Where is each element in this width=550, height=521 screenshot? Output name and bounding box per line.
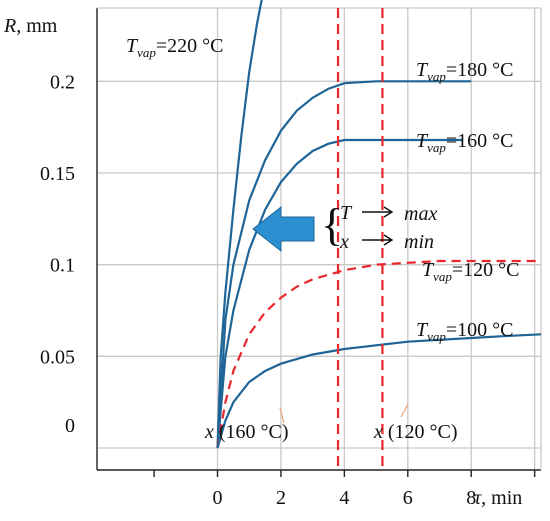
annotation-val-1: max	[404, 203, 437, 225]
y-tick-label: 0.1	[50, 255, 75, 277]
x-tick-label: 8	[466, 487, 476, 509]
arrow-right-icon	[362, 234, 394, 246]
series-label-220: Tvap=220 °C	[126, 35, 224, 60]
series-label-180: Tvap=180 °C	[416, 59, 514, 84]
left-arrow-icon	[252, 205, 315, 253]
series-line-160	[216, 138, 462, 449]
grid	[97, 8, 541, 470]
y-tick-label: 0.05	[40, 346, 75, 368]
y-axis-label: R, mm	[3, 15, 58, 37]
y-tick-label: 0	[65, 415, 75, 437]
x-tick-label: 4	[339, 487, 349, 509]
vline-pointer-0	[279, 407, 285, 424]
y-tick-label: 0.2	[50, 71, 75, 93]
series-line-220	[216, 0, 263, 449]
series-label-100: Tvap=100 °C	[416, 319, 514, 344]
series-label-160: Tvap=160 °C	[416, 130, 514, 155]
series-line-180	[216, 80, 472, 449]
labels-layer: 0 2 4 6 8 0 0.05 0.1 0.15 0.2 R, mm τ, min Tvap=220 …	[3, 15, 522, 509]
x-axis-label: τ, min	[474, 487, 522, 509]
max-min-annotation: {Tx max min	[252, 199, 437, 253]
brace-glyph: {	[321, 199, 343, 250]
axes	[96, 7, 542, 477]
annotation-val-2: min	[404, 231, 434, 253]
annotation-var-1: T	[340, 202, 353, 224]
y-tick-label: 0.15	[40, 163, 75, 185]
series-line-120	[216, 259, 541, 449]
x-tick-label: 0	[213, 487, 223, 509]
series-layer	[216, 0, 542, 470]
series-label-120: Tvap=120 °C	[422, 259, 520, 284]
annotation-var-2: x	[339, 231, 349, 253]
vline-label-1: x (120 °C)	[373, 421, 458, 443]
arrow-right-icon	[362, 206, 394, 218]
vline-label-0: x (160 °C)	[204, 421, 289, 443]
x-tick-label: 2	[276, 487, 286, 509]
series-line-100	[216, 333, 542, 449]
vline-pointer-1	[400, 403, 409, 418]
x-tick-label: 6	[403, 487, 413, 509]
